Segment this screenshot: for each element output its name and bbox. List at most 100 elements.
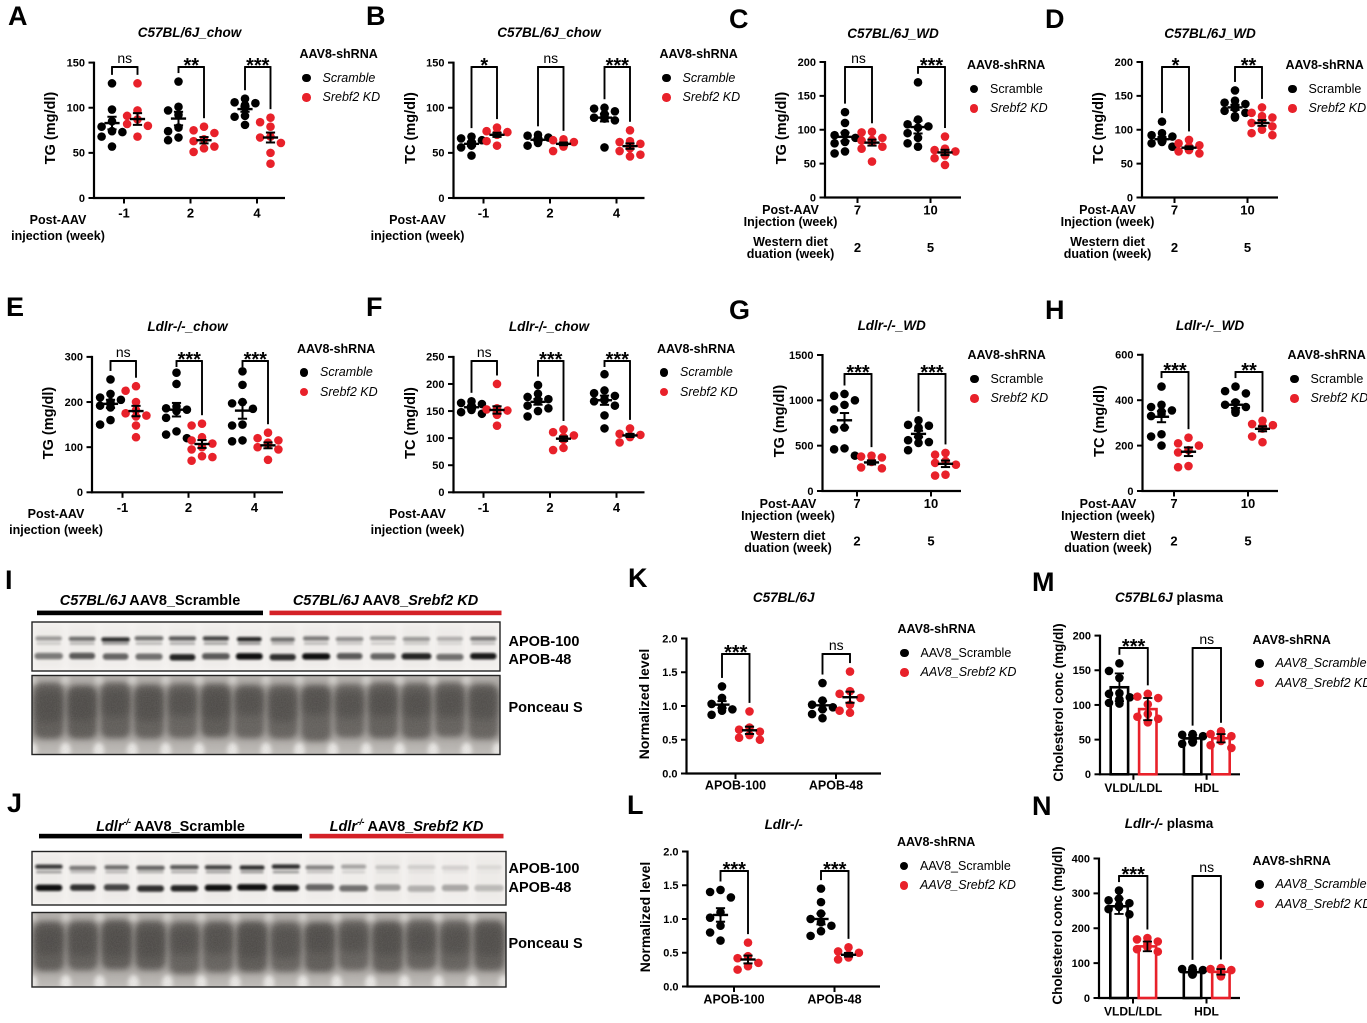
data-point <box>1104 896 1113 905</box>
y-tick-label: 0.5 <box>663 948 678 960</box>
data-point <box>172 379 181 389</box>
x-tick-label: 10 <box>1241 496 1255 511</box>
data-point <box>133 79 142 88</box>
y-tick-label: 1500 <box>789 350 813 362</box>
data-point <box>833 955 843 964</box>
data-point <box>95 401 105 410</box>
graphic-rect <box>272 870 300 874</box>
graphic-rect <box>474 884 504 892</box>
legend-dot-icon <box>299 387 308 396</box>
data-point <box>716 921 725 931</box>
data-point <box>1115 659 1124 668</box>
y-tick-label: 0.0 <box>662 768 677 780</box>
x-tick-label: 2 <box>546 206 553 221</box>
panel-G-legend-header: AAV8-shRNA <box>967 348 1046 362</box>
data-point <box>845 667 855 676</box>
data-point <box>559 425 568 434</box>
data-point <box>107 142 117 151</box>
graphic-rect <box>302 636 330 641</box>
y-tick-label: 0 <box>807 486 813 498</box>
legend-dot-icon <box>900 668 909 677</box>
data-point <box>1133 712 1142 722</box>
graphic-rect <box>135 853 166 903</box>
graphic-rect <box>477 871 501 874</box>
panel-E-xaxis-caption-0: Post-AAV injection (week) <box>0 506 141 538</box>
graphic-rect <box>34 652 63 660</box>
graphic-rect <box>34 624 64 669</box>
data-point <box>1206 964 1215 974</box>
xaxis-caption-line: Post-AAV <box>29 213 87 227</box>
y-tick-label: 2.0 <box>662 633 677 645</box>
significance-label: *** <box>539 349 563 371</box>
data-point <box>161 413 171 423</box>
y-tick-label: 200 <box>1115 440 1133 452</box>
data-point <box>97 122 106 131</box>
data-point <box>266 148 275 158</box>
x-tick-label: -1 <box>117 500 129 515</box>
data-point <box>930 450 940 460</box>
panel-F-letter: F <box>366 292 383 322</box>
data-point <box>544 394 553 404</box>
panel-A-legend: AAV8-shRNA Scramble Srebf2 KD <box>300 47 500 107</box>
graphic-rect <box>271 853 301 903</box>
y-tick-label: 0 <box>810 192 816 204</box>
data-point <box>131 421 141 430</box>
data-point <box>1241 389 1251 398</box>
panel-G-xaxis-caption-0: Post-AAV Injection (week) <box>703 497 873 522</box>
graphic-rect <box>104 865 129 870</box>
graphic-rect <box>34 853 64 903</box>
graphic-rect <box>269 653 296 661</box>
data-point <box>1104 904 1113 914</box>
data-point <box>189 147 198 157</box>
data-point <box>548 146 558 156</box>
data-point <box>1125 898 1134 908</box>
graphic-rect <box>302 653 331 660</box>
data-point <box>625 152 635 161</box>
data-point <box>187 456 196 466</box>
graphic-rect <box>441 884 469 892</box>
panel-M-legend-item: AAV8_Scramble <box>1253 654 1367 674</box>
xaxis-caption-line: duation (week) <box>746 247 835 262</box>
y-tick-label: 0 <box>77 487 83 499</box>
data-point <box>589 388 599 398</box>
x-tick-label: 5 <box>1244 534 1251 549</box>
panel-H-legend-label: Scramble <box>1310 371 1364 386</box>
x-tick-label: 5 <box>1244 240 1251 255</box>
graphic-rect <box>270 637 295 642</box>
y-tick-label: 1000 <box>789 395 813 407</box>
data-point <box>1184 433 1193 442</box>
text-segment: -/- <box>123 816 131 827</box>
graphic-rect <box>137 870 164 874</box>
data-point <box>840 400 849 410</box>
data-point <box>733 953 742 963</box>
data-point <box>903 128 912 138</box>
data-point <box>1173 439 1183 448</box>
panel-H-legend: AAV8-shRNA Scramble Srebf2 KD <box>1288 348 1367 408</box>
panel-E-letter: E <box>6 292 25 322</box>
data-point <box>827 921 836 931</box>
panel-L-legend-item: AAV8_Srebf2 KD <box>897 876 1097 896</box>
data-point <box>482 405 491 414</box>
panel-B-title: C57BL/6J_chow <box>409 25 689 40</box>
data-point <box>755 727 765 736</box>
graphic-rect <box>407 865 436 870</box>
text-segment: Ldlr-/-_WD <box>1175 318 1245 333</box>
panel-G-letter: G <box>729 295 751 325</box>
text-segment: C57BL/6J <box>59 592 126 609</box>
data-point <box>1241 99 1250 109</box>
x-tick-label: 5 <box>927 240 934 255</box>
data-point <box>840 147 850 156</box>
y-tick-label: 0 <box>79 193 85 205</box>
data-point <box>251 98 260 108</box>
panel-B-legend-label: Srebf2 KD <box>682 90 741 105</box>
graphic-rect <box>39 833 302 839</box>
data-point <box>610 401 620 410</box>
data-point <box>1227 743 1236 753</box>
panel-B-legend-label: Scramble <box>682 70 736 85</box>
data-point <box>122 111 132 121</box>
data-point <box>1268 122 1277 131</box>
significance-label: ** <box>1241 55 1257 77</box>
significance-label: *** <box>920 55 944 77</box>
data-point <box>230 98 239 107</box>
